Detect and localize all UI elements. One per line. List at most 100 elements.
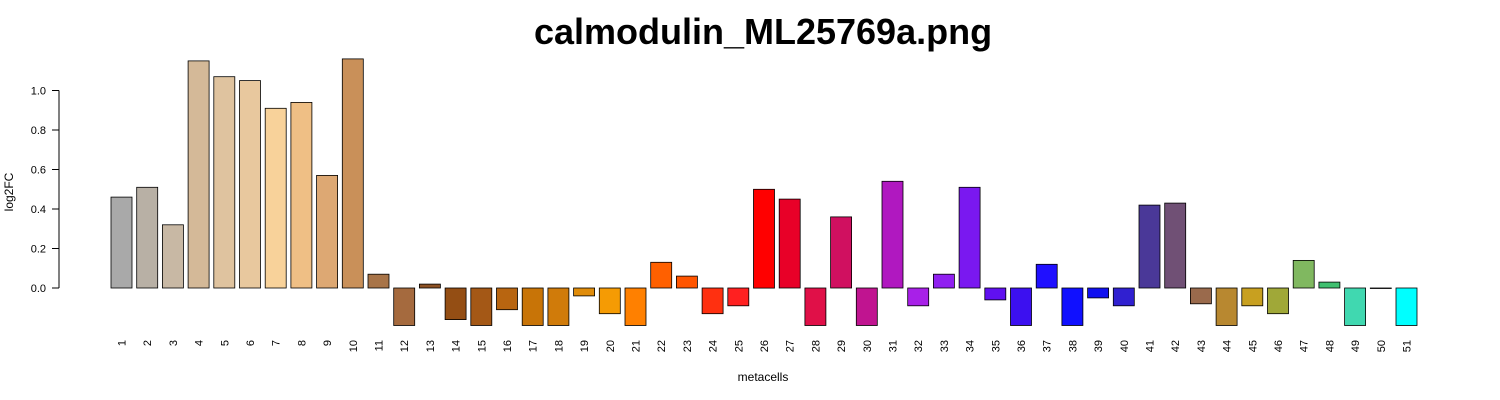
bar-24: [702, 288, 723, 314]
x-tick-label: 44: [1222, 340, 1234, 352]
x-tick-label: 4: [194, 340, 206, 346]
x-tick-label: 26: [759, 340, 771, 352]
x-tick-label: 48: [1324, 340, 1336, 352]
bar-16: [497, 288, 518, 310]
x-tick-label: 9: [322, 340, 334, 346]
bar-21: [625, 288, 646, 326]
x-tick-label: 32: [913, 340, 925, 352]
x-tick-label: 29: [836, 340, 848, 352]
bar-50: [1370, 288, 1391, 289]
bar-27: [779, 199, 800, 288]
bar-12: [394, 288, 415, 326]
bars-group: [111, 59, 1417, 326]
bar-8: [291, 102, 312, 288]
x-tick-label: 24: [708, 340, 720, 352]
bar-1: [111, 197, 132, 288]
x-tick-label: 39: [1093, 340, 1105, 352]
x-tick-label: 23: [682, 340, 694, 352]
bar-26: [754, 189, 775, 288]
x-tick-label: 33: [939, 340, 951, 352]
x-tick-label: 49: [1350, 340, 1362, 352]
x-tick-label: 40: [1119, 340, 1131, 352]
bar-38: [1062, 288, 1083, 326]
x-tick-label: 18: [553, 340, 565, 352]
bar-3: [162, 225, 183, 288]
bar-23: [676, 276, 697, 288]
bar-15: [471, 288, 492, 326]
x-tick-label: 17: [528, 340, 540, 352]
bar-33: [933, 274, 954, 288]
y-axis-label: log2FC: [2, 172, 16, 211]
bar-6: [240, 81, 261, 288]
x-tick-label: 7: [271, 340, 283, 346]
bar-4: [188, 61, 209, 288]
x-tick-label: 8: [296, 340, 308, 346]
x-tick-label: 6: [245, 340, 257, 346]
bar-39: [1088, 288, 1109, 298]
x-tick-label: 51: [1402, 340, 1414, 352]
x-tick-label: 13: [425, 340, 437, 352]
bar-41: [1139, 205, 1160, 288]
y-axis: 0.0 0.2 0.4 0.6 0.8 1.0: [31, 86, 59, 296]
x-tick-label: 41: [1145, 340, 1157, 352]
bar-25: [728, 288, 749, 306]
x-tick-label: 11: [374, 340, 386, 351]
bar-51: [1396, 288, 1417, 326]
bar-49: [1345, 288, 1366, 326]
x-tick-label: 27: [785, 340, 797, 352]
x-tick-label: 35: [990, 340, 1002, 352]
bar-47: [1293, 260, 1314, 288]
bar-35: [985, 288, 1006, 300]
bar-29: [831, 217, 852, 288]
bar-46: [1268, 288, 1289, 314]
bar-42: [1165, 203, 1186, 288]
x-tick-label: 50: [1376, 340, 1388, 352]
bar-7: [265, 108, 286, 288]
y-tick-label: 1.0: [31, 86, 46, 98]
bar-13: [419, 284, 440, 288]
bar-30: [856, 288, 877, 326]
bar-18: [548, 288, 569, 326]
x-tick-label: 36: [1016, 340, 1028, 352]
x-tick-label: 38: [1067, 340, 1079, 352]
bar-34: [959, 187, 980, 288]
x-axis-label: metacells: [738, 370, 789, 384]
bar-37: [1036, 264, 1057, 288]
bar-22: [651, 262, 672, 288]
bar-28: [805, 288, 826, 326]
x-tick-label: 2: [142, 340, 154, 346]
y-tick-label: 0.0: [31, 283, 46, 295]
bar-36: [1011, 288, 1032, 326]
bar-9: [317, 175, 338, 288]
x-tick-label: 10: [348, 340, 360, 352]
y-tick-label: 0.2: [31, 244, 46, 256]
y-tick-label: 0.4: [31, 204, 46, 216]
x-tick-label: 3: [168, 340, 180, 346]
bar-44: [1216, 288, 1237, 326]
x-tick-label: 25: [733, 340, 745, 352]
x-tick-label: 12: [399, 340, 411, 352]
x-tick-label: 5: [219, 340, 231, 346]
bar-32: [908, 288, 929, 306]
x-tick-label: 15: [476, 340, 488, 352]
bar-10: [342, 59, 363, 288]
x-tick-label: 45: [1247, 340, 1259, 352]
x-tick-label: 47: [1299, 340, 1311, 352]
x-tick-label: 20: [605, 340, 617, 352]
bar-17: [522, 288, 543, 326]
chart-title: calmodulin_ML25769a.png: [534, 11, 992, 52]
bar-19: [574, 288, 595, 296]
bar-14: [445, 288, 466, 320]
x-tick-labels: 1 2 3 4 5 6 7 8 9 10 11 12 13 14 15 16 17 18 19 20 21 22 23 24 2…: [117, 340, 1414, 352]
x-tick-label: 43: [1196, 340, 1208, 352]
x-tick-label: 30: [862, 340, 874, 352]
x-tick-label: 21: [631, 340, 643, 352]
bar-45: [1242, 288, 1263, 306]
bar-31: [882, 181, 903, 288]
bar-5: [214, 77, 235, 288]
y-tick-label: 0.6: [31, 165, 46, 177]
bar-40: [1113, 288, 1134, 306]
bar-20: [599, 288, 620, 314]
x-tick-label: 34: [965, 340, 977, 352]
